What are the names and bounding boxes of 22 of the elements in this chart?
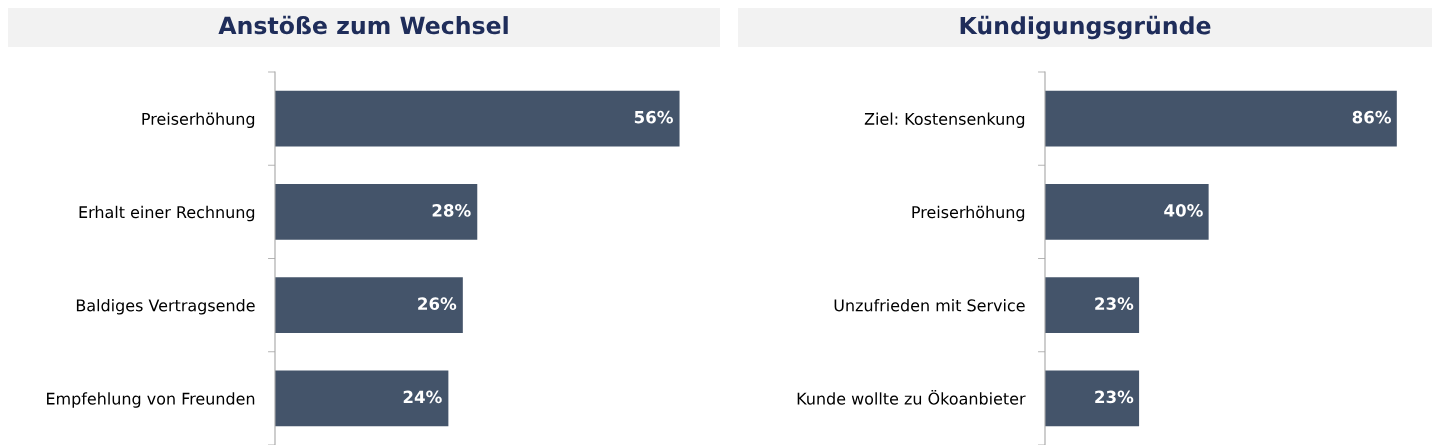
data-label: 23% — [1095, 390, 1134, 404]
bar — [275, 90, 680, 147]
bar — [275, 370, 449, 427]
data-label: 56% — [634, 110, 673, 124]
data-label: 26% — [418, 297, 457, 310]
y-tick-label: Ziel: Kostensenkung — [864, 112, 1025, 129]
y-tick-label: Preiserhöhung — [912, 205, 1025, 222]
data-label: 23% — [1095, 297, 1134, 310]
data-label: 86% — [1352, 110, 1392, 124]
y-tick-label: Erhalt einer Rechnung — [79, 205, 255, 222]
data-label: 40% — [1164, 204, 1203, 217]
y-tick-label: Baldiges Vertragsende — [76, 299, 255, 315]
data-label: 28% — [432, 204, 471, 217]
data-label: 24% — [403, 390, 442, 404]
chart-title: Kündigungsgründe — [960, 15, 1211, 40]
y-tick-label: Kunde wollte zu Ökoanbieter — [797, 389, 1026, 405]
y-tick-label: Preiserhöhung — [142, 112, 255, 129]
bar — [275, 277, 463, 334]
bar — [275, 183, 478, 240]
chart-title: Anstöße zum Wechsel — [218, 15, 508, 35]
y-tick-label: Unzufrieden mit Service — [834, 299, 1025, 312]
y-tick-label: Empfehlung von Freunden — [47, 392, 255, 408]
